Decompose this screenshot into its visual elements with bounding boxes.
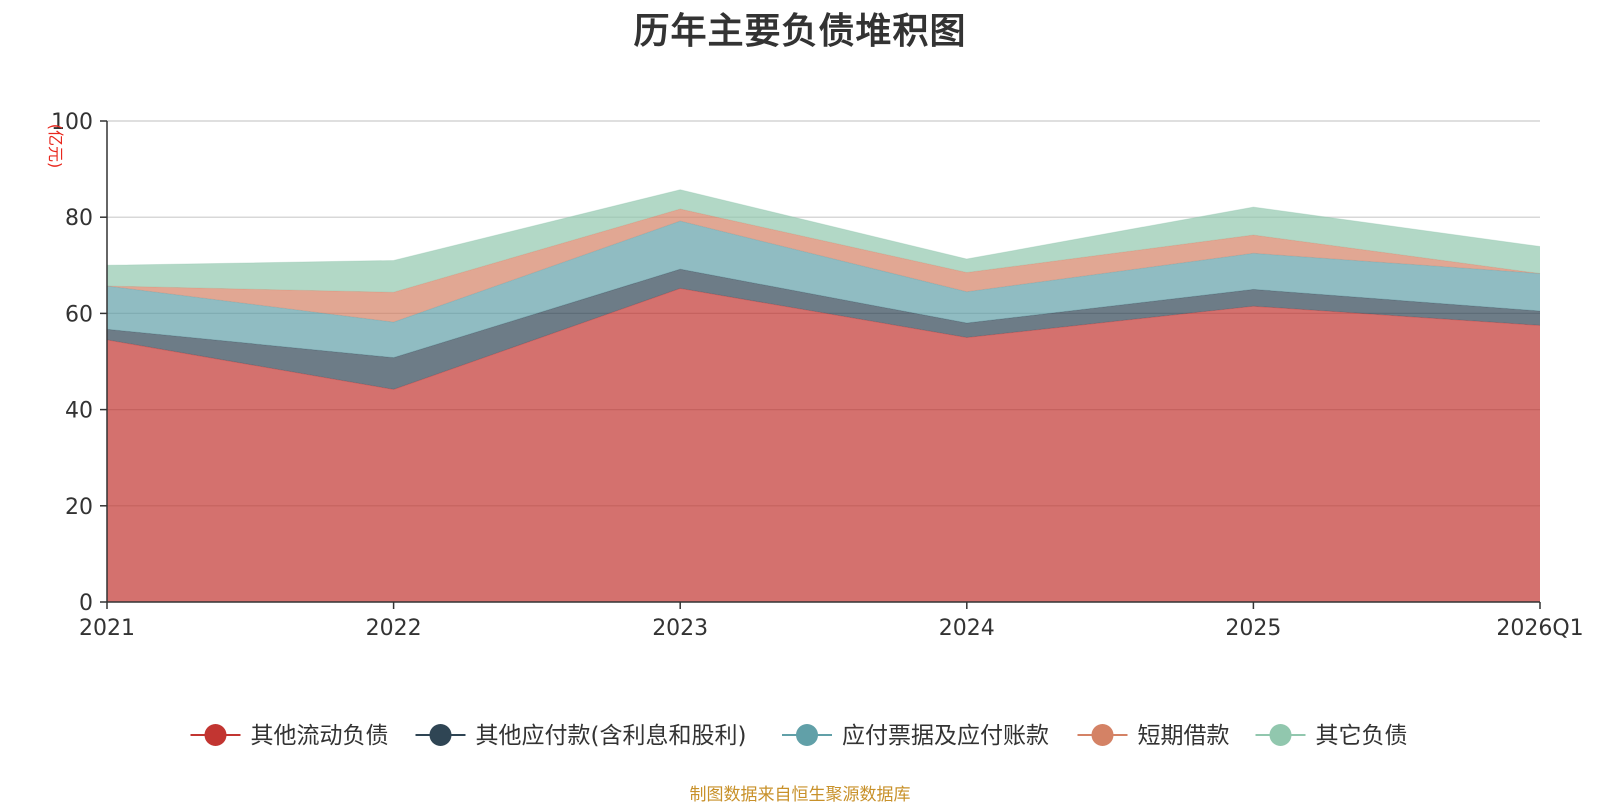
area-series	[107, 189, 1540, 293]
legend-marker	[1269, 724, 1292, 746]
y-tick-label: 60	[65, 302, 93, 327]
area-series-group	[106, 189, 1541, 602]
stacked-area-chart: 0 20 40 60 80 100 2021 2022 2023 2024 2025 2026Q1 (亿…	[46, 110, 1584, 749]
series-top-line	[106, 189, 1541, 266]
x-tick-label: 2025	[1225, 616, 1281, 641]
legend-item: 其它负债	[1255, 723, 1408, 749]
area-series	[107, 288, 1540, 602]
y-tick-label: 100	[51, 110, 93, 135]
legend-item: 其他流动负债	[190, 723, 389, 749]
x-tick-label: 2022	[366, 616, 422, 641]
legend-marker	[429, 724, 452, 746]
x-tick-label: 2023	[652, 616, 708, 641]
legend-label: 其它负债	[1316, 723, 1408, 749]
legend-label: 短期借款	[1138, 723, 1230, 749]
area-series	[107, 209, 1540, 323]
legend-item: 短期借款	[1077, 723, 1230, 749]
area-series	[107, 221, 1540, 358]
legend-marker	[204, 724, 227, 746]
legend-label: 其他流动负债	[251, 723, 389, 749]
y-tick-label: 40	[65, 399, 93, 424]
y-tick-label: 0	[79, 591, 93, 616]
y-tick-label: 80	[65, 206, 93, 231]
legend-item: 应付票据及应付账款	[782, 723, 1049, 749]
source-note: 制图数据来自恒生聚源数据库	[689, 785, 911, 805]
area-series	[107, 269, 1540, 390]
legend-marker	[1091, 724, 1114, 746]
legend-label: 应付票据及应付账款	[842, 723, 1049, 749]
axes: 0 20 40 60 80 100 2021 2022 2023 2024 2025 2026Q1 (亿…	[46, 110, 1584, 641]
legend: 其他流动负债 其他应付款(含利息和股利) 应付票据及应付账款 短期借款 其它负债	[190, 723, 1408, 749]
chart-title: 历年主要负债堆积图	[633, 11, 967, 52]
x-tick-label: 2021	[79, 616, 135, 641]
x-tick-label: 2024	[939, 616, 995, 641]
y-tick-label: 20	[65, 495, 93, 520]
legend-item: 其他应付款(含利息和股利)	[415, 723, 747, 749]
y-axis-unit-label: (亿元)	[46, 124, 65, 169]
x-tick-label: 2026Q1	[1496, 616, 1583, 641]
legend-label: 其他应付款(含利息和股利)	[476, 723, 747, 749]
legend-marker	[796, 724, 818, 746]
